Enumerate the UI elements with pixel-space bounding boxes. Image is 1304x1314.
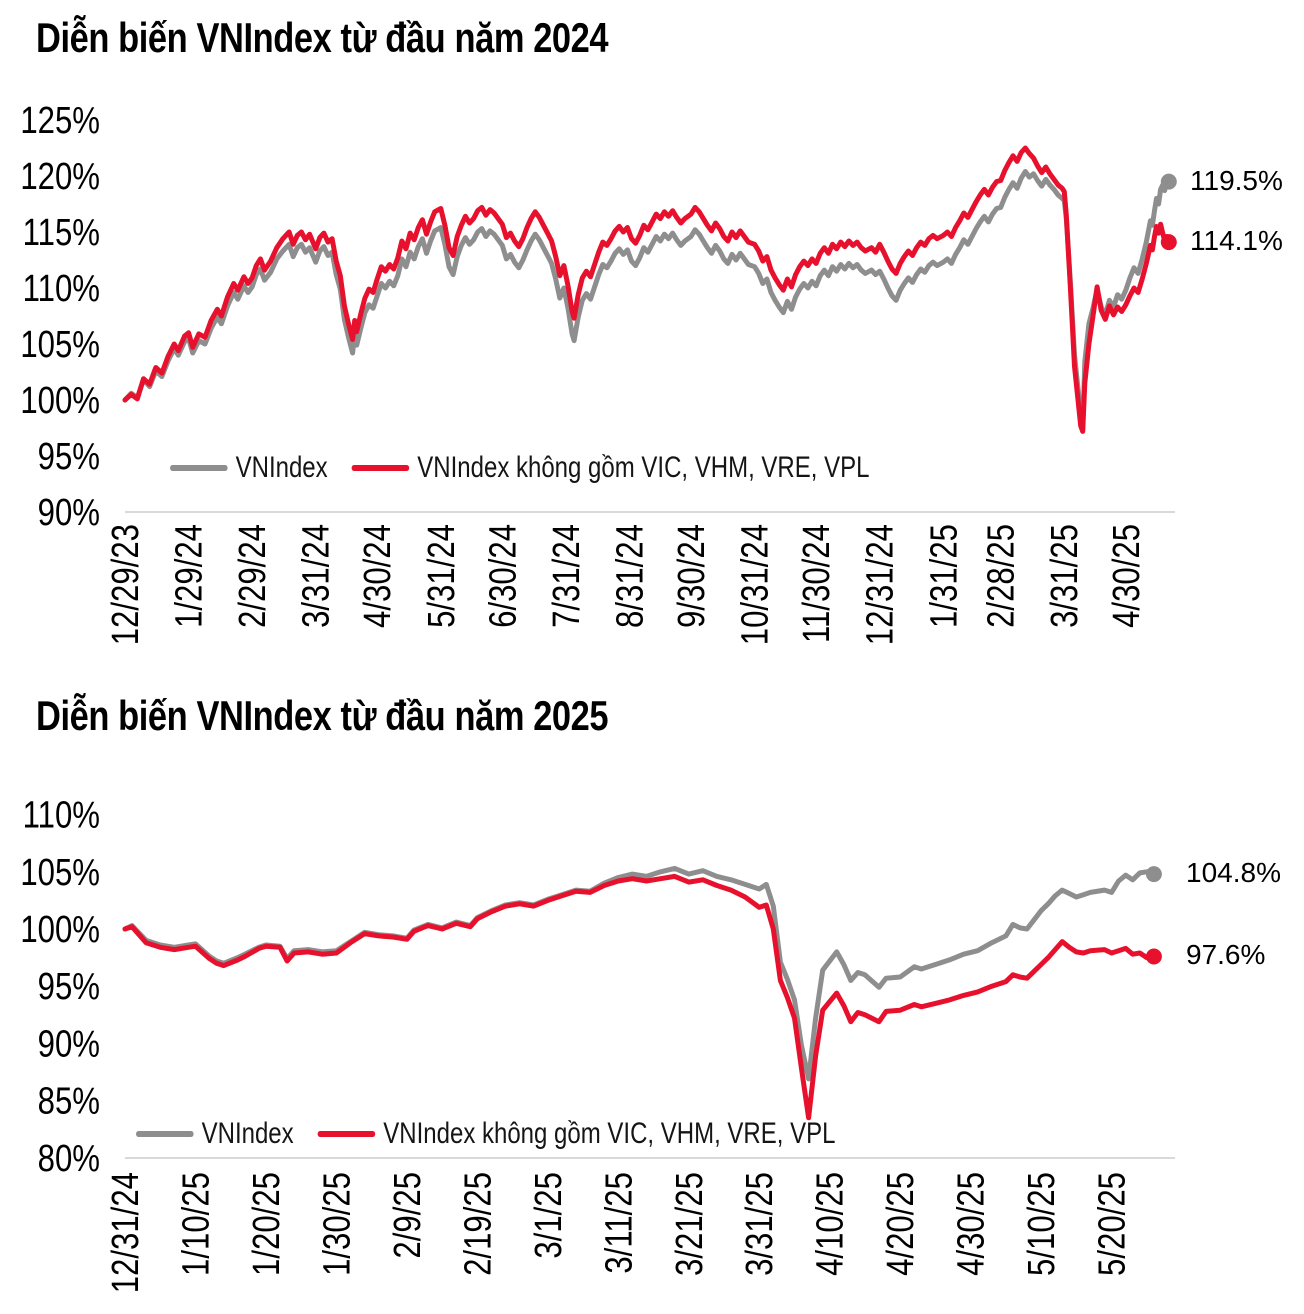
- x-tick-label: 4/10/25: [810, 1172, 852, 1276]
- x-tick-label: 1/30/25: [317, 1172, 359, 1276]
- y-tick-label: 110%: [23, 795, 100, 837]
- y-tick-label: 80%: [38, 1138, 100, 1180]
- x-tick-label: 10/31/24: [735, 524, 777, 645]
- x-tick-label: 12/31/24: [860, 524, 902, 645]
- x-tick-label: 4/30/24: [357, 524, 399, 628]
- x-tick-label: 12/29/23: [105, 524, 147, 645]
- x-tick-label: 3/31/24: [296, 524, 338, 628]
- x-tick-label: 3/31/25: [739, 1172, 781, 1276]
- x-tick-label: 5/10/25: [1021, 1172, 1063, 1276]
- legend-vnindex-label: VNIndex: [235, 451, 328, 484]
- series-end-dot: [1160, 234, 1177, 251]
- x-tick-label: 2/28/25: [981, 524, 1023, 628]
- x-tick-label: 1/20/25: [246, 1172, 288, 1276]
- x-tick-label: 3/31/25: [1044, 524, 1086, 628]
- y-tick-label: 90%: [38, 1024, 100, 1066]
- x-tick-label: 3/1/25: [528, 1172, 570, 1259]
- end-label-vnindex-2024: 119.5%: [1190, 164, 1283, 196]
- end-label-vnindex-2025: 104.8%: [1186, 857, 1281, 889]
- end-label-vnindex-ex-vic-2025: 97.6%: [1186, 939, 1266, 971]
- y-tick-label: 110%: [23, 268, 100, 310]
- x-tick-label: 3/11/25: [598, 1172, 640, 1274]
- x-tick-label: 6/30/24: [483, 524, 525, 628]
- x-tick-label: 1/29/24: [169, 524, 211, 628]
- end-label-vnindex-ex-vic-2024: 114.1%: [1190, 225, 1283, 257]
- vnindex-ex-vic-line-swatch: [351, 465, 410, 471]
- series-line-vnindex-ex-vic: [122, 873, 1157, 1121]
- x-tick-label: 1/10/25: [176, 1172, 218, 1276]
- x-tick-label: 1/31/25: [923, 524, 965, 628]
- series-end-dot: [1145, 948, 1162, 965]
- x-tick-label: 7/31/24: [546, 524, 588, 628]
- x-tick-label: 3/21/25: [669, 1172, 711, 1276]
- x-tick-label: 8/31/24: [610, 524, 652, 628]
- x-tick-label: 2/29/24: [232, 524, 274, 628]
- vnindex-line-swatch: [136, 1131, 194, 1137]
- legend-vnindex-ex-vic-label: VNIndex không gồm VIC, VHM, VRE, VPL: [417, 451, 870, 484]
- y-tick-label: 95%: [38, 966, 100, 1008]
- y-tick-label: 105%: [20, 852, 100, 894]
- x-tick-label: 12/31/24: [105, 1172, 147, 1293]
- y-tick-label: 95%: [38, 436, 100, 478]
- x-tick-label: 4/20/25: [880, 1172, 922, 1276]
- y-tick-label: 120%: [20, 156, 100, 198]
- legend-vnindex-ex-vic-label: VNIndex không gồm VIC, VHM, VRE, VPL: [383, 1117, 836, 1150]
- series-line-vnindex: [122, 865, 1157, 1082]
- y-tick-label: 100%: [20, 909, 100, 951]
- y-tick-label: 100%: [20, 380, 100, 422]
- chart-2024-title: Diễn biến VNIndex từ đầu năm 2024: [36, 14, 609, 61]
- x-tick-label: 11/30/24: [796, 524, 838, 643]
- x-tick-label: 5/31/24: [421, 524, 463, 628]
- chart-2025-title: Diễn biến VNIndex từ đầu năm 2025: [36, 692, 609, 739]
- y-tick-label: 85%: [38, 1081, 100, 1123]
- legend-vnindex-label: VNIndex: [201, 1117, 294, 1150]
- vnindex-ex-vic-line-swatch: [317, 1131, 376, 1137]
- x-tick-label: 4/30/25: [951, 1172, 993, 1276]
- y-tick-label: 105%: [20, 324, 100, 366]
- x-tick-label: 9/30/24: [671, 524, 713, 628]
- x-tick-label: 2/9/25: [387, 1172, 429, 1259]
- legend-2024: VNIndex VNIndex không gồm VIC, VHM, VRE,…: [170, 450, 893, 486]
- y-tick-label: 90%: [38, 492, 100, 534]
- x-tick-label: 2/19/25: [458, 1172, 500, 1276]
- y-tick-label: 115%: [23, 212, 100, 254]
- series-end-dot: [1160, 173, 1177, 190]
- series-line-vnindex-ex-vic: [122, 145, 1172, 434]
- series-end-dot: [1145, 866, 1162, 883]
- vnindex-line-swatch: [170, 465, 228, 471]
- legend-2025: VNIndex VNIndex không gồm VIC, VHM, VRE,…: [136, 1116, 859, 1152]
- x-tick-label: 5/20/25: [1092, 1172, 1134, 1276]
- y-tick-label: 125%: [20, 100, 100, 142]
- x-tick-label: 4/30/25: [1106, 524, 1148, 628]
- series-line-vnindex: [122, 169, 1172, 432]
